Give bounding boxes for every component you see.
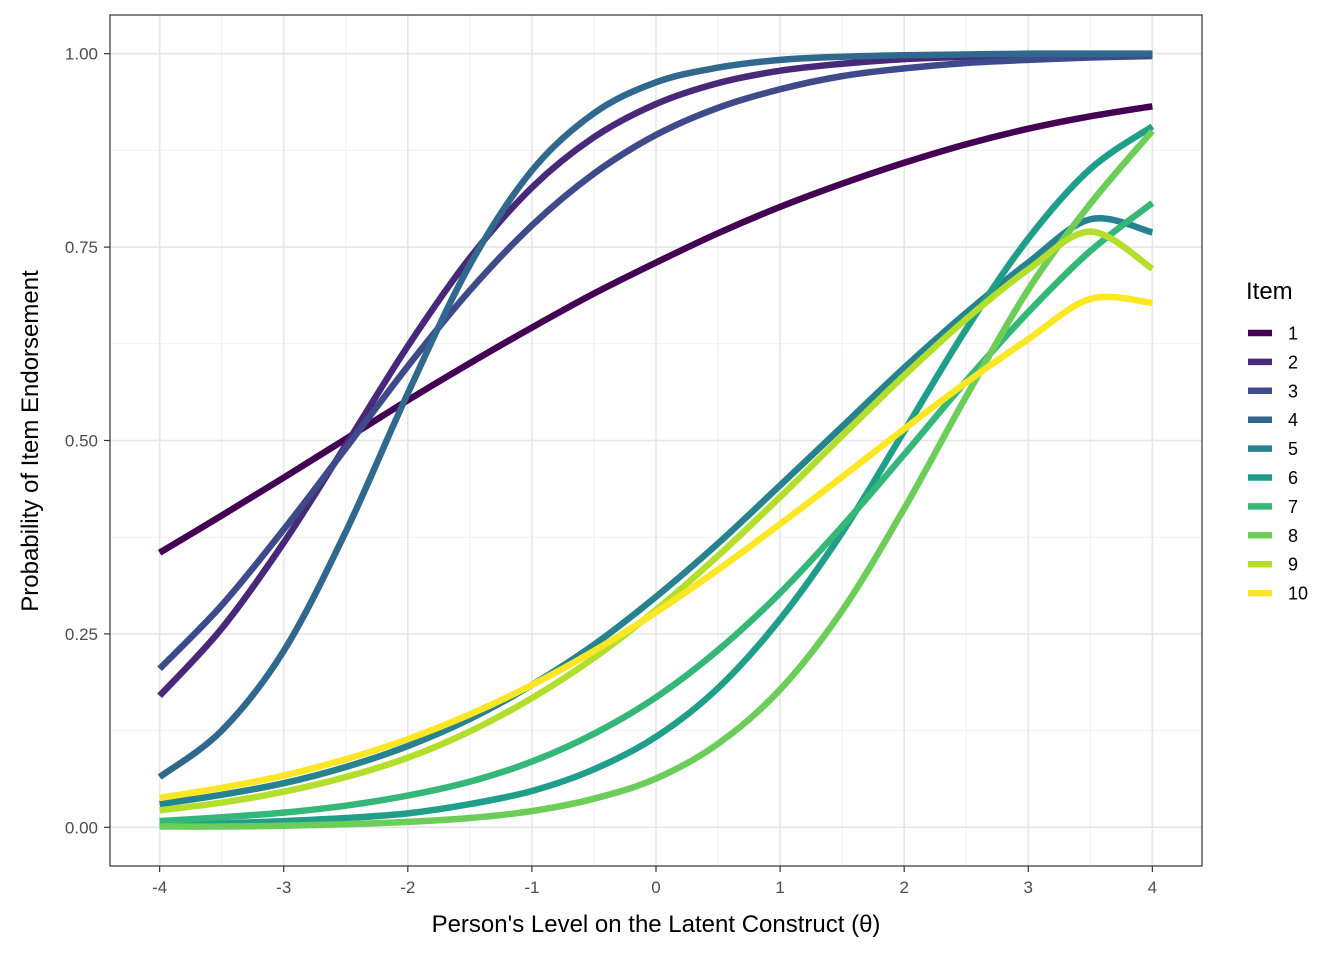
x-tick-label: -4 — [152, 878, 167, 897]
legend-label-item-8: 8 — [1288, 526, 1298, 546]
series-line-item-9 — [159, 228, 1155, 814]
legend-label-item-7: 7 — [1288, 497, 1298, 517]
x-axis: -4 -3 -2 -1 0 1 2 3 4 — [152, 866, 1157, 897]
legend-label-item-5: 5 — [1288, 439, 1298, 459]
y-axis: 0.00 0.25 0.50 0.75 1.00 — [65, 45, 110, 837]
legend-label-item-3: 3 — [1288, 381, 1298, 401]
x-tick-label: -3 — [276, 878, 291, 897]
series-line-item-4 — [157, 50, 1153, 780]
legend-label-item-6: 6 — [1288, 468, 1298, 488]
legend-label-item-4: 4 — [1288, 410, 1298, 430]
x-tick-label: -2 — [400, 878, 415, 897]
series-line-item-1 — [157, 103, 1153, 556]
series-line-item-3 — [157, 52, 1153, 671]
series-lines — [157, 50, 1155, 830]
y-tick-label: 0.00 — [65, 818, 98, 837]
y-tick-label: 0.25 — [65, 625, 98, 644]
series-line-item-6 — [159, 123, 1155, 829]
legend-label-item-9: 9 — [1288, 555, 1298, 575]
y-tick-label: 0.75 — [65, 238, 98, 257]
legend: Item 1 2 3 4 5 6 7 8 9 10 — [1246, 278, 1308, 604]
y-axis-title: Probability of Item Endorsement — [17, 270, 44, 612]
series-line-item-10 — [159, 293, 1153, 802]
x-tick-label: 1 — [775, 878, 784, 897]
legend-label-item-10: 10 — [1288, 584, 1308, 604]
legend-label-item-2: 2 — [1288, 352, 1298, 372]
series-line-item-8 — [159, 128, 1155, 830]
y-tick-label: 1.00 — [65, 45, 98, 64]
legend-title: Item — [1246, 278, 1293, 305]
y-tick-label: 0.50 — [65, 432, 98, 451]
x-tick-label: 0 — [651, 878, 660, 897]
x-tick-label: 4 — [1148, 878, 1157, 897]
x-tick-label: 2 — [899, 878, 908, 897]
x-tick-label: -1 — [524, 878, 539, 897]
legend-label-item-1: 1 — [1288, 324, 1298, 344]
x-axis-title: Person's Level on the Latent Construct (… — [432, 911, 881, 938]
x-tick-label: 3 — [1024, 878, 1033, 897]
